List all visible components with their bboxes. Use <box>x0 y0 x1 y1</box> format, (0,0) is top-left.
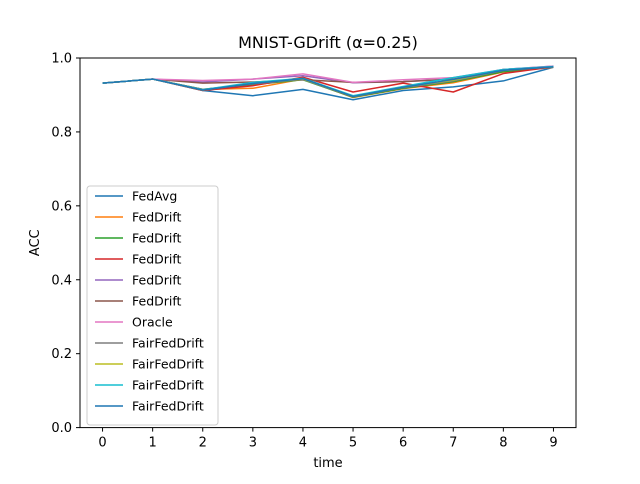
x-tick-label: 4 <box>299 436 307 451</box>
legend-label: FairFedDrift <box>132 378 204 393</box>
y-tick-label: 0.8 <box>51 125 72 140</box>
y-tick-label: 1.0 <box>51 52 72 67</box>
legend-label: FedDrift <box>132 294 182 309</box>
y-axis-label: ACC <box>28 229 43 256</box>
x-tick-label: 2 <box>199 436 207 451</box>
legend-label: Oracle <box>132 315 173 330</box>
series-lines <box>102 65 554 101</box>
y-tick-label: 0.4 <box>51 273 72 288</box>
x-axis-label: time <box>313 456 342 471</box>
legend-label: FedDrift <box>132 231 182 246</box>
x-tick-label: 6 <box>399 436 407 451</box>
plot-frame <box>79 57 577 429</box>
x-tick-label: 0 <box>98 436 106 451</box>
x-tick-label: 5 <box>349 436 357 451</box>
x-tick-label: 3 <box>249 436 257 451</box>
legend-box <box>86 185 219 426</box>
y-tick-label: 0.2 <box>51 347 72 362</box>
legend-label: FairFedDrift <box>132 336 204 351</box>
x-tick-label: 1 <box>149 436 157 451</box>
y-axis: 0.0 0.2 0.4 0.6 0.8 1.0 <box>51 52 80 436</box>
legend-label: FairFedDrift <box>132 357 204 372</box>
y-tick-label: 0.6 <box>51 199 72 214</box>
series-line-11 <box>102 66 554 98</box>
legend-label: FedDrift <box>132 273 182 288</box>
x-tick-label: 9 <box>549 436 557 451</box>
legend-label: FedDrift <box>132 252 182 267</box>
x-tick-label: 7 <box>449 436 457 451</box>
legend-label: FedAvg <box>132 189 177 204</box>
x-axis: 0 1 2 3 4 5 6 7 8 9 <box>98 427 558 451</box>
chart-title: MNIST-GDrift (α=0.25) <box>238 33 418 52</box>
legend-label: FairFedDrift <box>132 399 204 414</box>
legend: FedAvg FedDrift FedDrift FedDrift FedDrift Fe… <box>86 185 219 426</box>
legend-label: FedDrift <box>132 210 182 225</box>
x-tick-label: 8 <box>499 436 507 451</box>
y-tick-label: 0.0 <box>51 421 72 436</box>
